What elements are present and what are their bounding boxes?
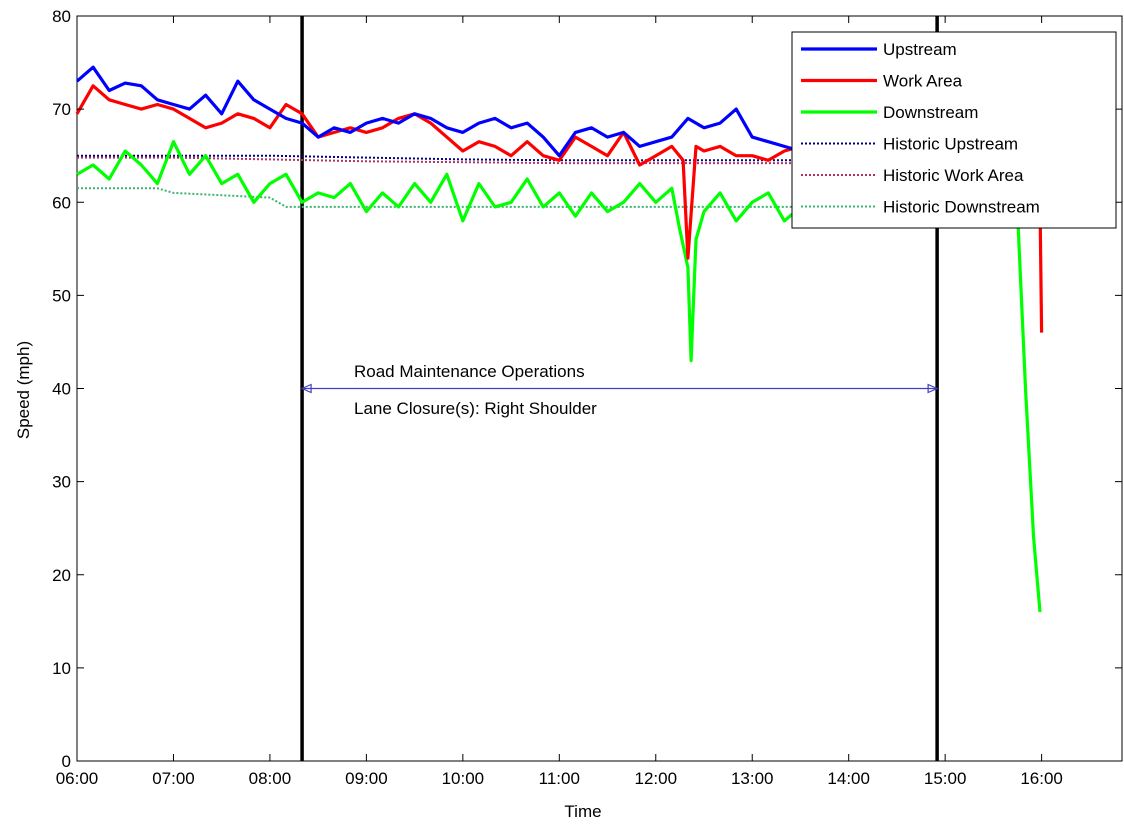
- series-line-downstream: [76, 140, 1042, 613]
- y-tick-label: 10: [52, 659, 71, 678]
- legend: Upstream Work Area Downstream Historic Upst…: [791, 31, 1117, 229]
- legend-label: Upstream: [883, 40, 957, 59]
- y-tick-label: 40: [52, 380, 71, 399]
- series-line-upstream: [75, 65, 849, 158]
- legend-label: Historic Upstream: [883, 135, 1018, 154]
- y-tick-label: 50: [52, 286, 71, 305]
- arrow-head-left: [300, 383, 312, 394]
- x-tick-label: 13:00: [731, 769, 774, 788]
- x-tick-label: 11:00: [539, 769, 580, 788]
- x-tick-label: 12:00: [634, 769, 677, 788]
- legend-box: [791, 31, 1117, 229]
- x-tick-label: 16:00: [1020, 769, 1063, 788]
- x-tick-label: 08:00: [249, 769, 292, 788]
- x-tick-label: 15:00: [924, 769, 967, 788]
- annotation-closure-label: Lane Closure(s): Right Shoulder: [354, 399, 597, 418]
- legend-label: Work Area: [883, 72, 963, 91]
- y-tick-label: 30: [52, 473, 71, 492]
- arrow-head-right: [927, 383, 939, 394]
- y-tick-label: 0: [62, 752, 71, 771]
- annotation-operation-label: Road Maintenance Operations: [354, 362, 585, 381]
- legend-label: Historic Downstream: [883, 198, 1040, 217]
- series-line-work-area: [75, 84, 1044, 333]
- x-tick-label: 10:00: [442, 769, 485, 788]
- axes: 0 10 20 30 40 50 60 70 80 06:00 07:00 08:00 09:00 10:…: [52, 7, 1122, 788]
- series-line-historic-downstream: [77, 187, 849, 208]
- annotation: Road Maintenance Operations Lane Closure…: [300, 362, 939, 418]
- y-tick-label: 80: [52, 7, 71, 26]
- series-layer: [75, 65, 1044, 613]
- y-tick-label: 60: [52, 193, 71, 212]
- x-axis-label: Time: [564, 802, 601, 821]
- x-tick-label: 06:00: [56, 769, 99, 788]
- legend-label: Historic Work Area: [883, 166, 1024, 185]
- y-tick-label: 20: [52, 566, 71, 585]
- legend-label: Downstream: [883, 103, 978, 122]
- y-tick-label: 70: [52, 100, 71, 119]
- x-tick-label: 09:00: [345, 769, 388, 788]
- x-tick-label: 14:00: [827, 769, 870, 788]
- y-axis-label: Speed (mph): [14, 341, 33, 439]
- x-tick-label: 07:00: [152, 769, 195, 788]
